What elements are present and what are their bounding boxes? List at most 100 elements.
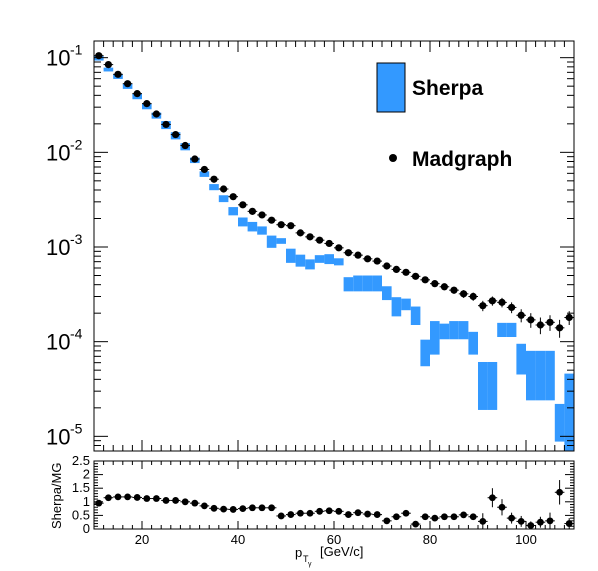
ratio-point bbox=[468, 513, 478, 521]
madgraph-point bbox=[218, 185, 229, 193]
sherpa-band-bin bbox=[276, 238, 286, 244]
sherpa-band-bin bbox=[324, 254, 334, 265]
ratio-point bbox=[545, 512, 555, 529]
ratio-y-tick-label: 1 bbox=[83, 494, 90, 509]
madgraph-point bbox=[209, 175, 219, 183]
sherpa-band-bin bbox=[382, 286, 392, 301]
main-y-tick-label-exponent: -1 bbox=[70, 42, 83, 58]
ratio-y-tick-label: 2 bbox=[83, 467, 90, 482]
main-x-ticks bbox=[93, 41, 575, 451]
ratio-x-ticks: 20 40 60 80 100 bbox=[93, 461, 575, 547]
madgraph-point bbox=[372, 257, 382, 265]
sherpa-band-bin bbox=[526, 350, 536, 401]
sherpa-band-bin bbox=[343, 277, 354, 292]
madgraph-point bbox=[382, 262, 392, 270]
sherpa-band-bin bbox=[468, 331, 478, 355]
ratio-point bbox=[334, 507, 344, 515]
madgraph-point bbox=[238, 201, 248, 209]
ratio-point bbox=[343, 511, 354, 518]
madgraph-point bbox=[343, 249, 354, 257]
ratio-y-tick-label: 0.5 bbox=[72, 507, 90, 522]
main-y-tick-label-exponent: -4 bbox=[70, 326, 83, 342]
ratio-point bbox=[506, 512, 517, 524]
sherpa-band-bin bbox=[430, 321, 440, 355]
ratio-point bbox=[305, 509, 315, 517]
madgraph-point bbox=[257, 211, 267, 219]
madgraph-point bbox=[199, 165, 210, 174]
ratio-point bbox=[142, 495, 152, 502]
ratio-point bbox=[295, 509, 306, 517]
ratio-panel: 20 40 60 80 100 00.511.522.5 Sherpa/MG p T γ… bbox=[49, 453, 575, 568]
sherpa-band-bin bbox=[209, 184, 219, 191]
legend-swatch-sherpa bbox=[376, 62, 406, 113]
sherpa-band-bin bbox=[247, 221, 258, 232]
sherpa-band-bin bbox=[286, 248, 296, 263]
ratio-point bbox=[391, 513, 402, 521]
sherpa-band-bin bbox=[497, 322, 507, 338]
ratio-x-tick-label: 80 bbox=[423, 532, 437, 547]
x-axis-label-main: p bbox=[295, 545, 302, 560]
ratio-point bbox=[170, 497, 181, 504]
sherpa-band-bin bbox=[516, 343, 526, 375]
ratio-point bbox=[430, 514, 440, 522]
ratio-point bbox=[401, 509, 411, 517]
sherpa-band-bin bbox=[449, 321, 459, 340]
sherpa-band-bin bbox=[334, 258, 344, 266]
sherpa-band-bin bbox=[420, 339, 430, 367]
x-axis-label-sub-gamma: γ bbox=[308, 561, 312, 568]
madgraph-point bbox=[286, 222, 296, 230]
sherpa-band-bin bbox=[257, 226, 267, 235]
ratio-point bbox=[353, 509, 363, 517]
sherpa-band-bin bbox=[545, 350, 555, 401]
sherpa-band-bin bbox=[238, 217, 248, 227]
madgraph-point bbox=[420, 276, 430, 284]
ratio-point bbox=[362, 510, 373, 518]
sherpa-band-bin bbox=[410, 306, 421, 325]
sherpa-band-bin bbox=[478, 361, 488, 410]
sherpa-band-bin bbox=[487, 361, 498, 410]
ratio-point bbox=[161, 497, 171, 504]
madgraph-point bbox=[161, 120, 171, 129]
madgraph-point bbox=[295, 229, 306, 237]
ratio-point bbox=[190, 499, 200, 507]
sherpa-band-bin bbox=[439, 323, 450, 340]
madgraph-point bbox=[401, 268, 411, 276]
madgraph-point bbox=[410, 272, 421, 280]
sherpa-band-bin bbox=[506, 322, 517, 338]
ratio-point bbox=[382, 517, 392, 525]
madgraph-point bbox=[190, 155, 200, 163]
ratio-point bbox=[487, 488, 498, 508]
ratio-point bbox=[286, 511, 296, 518]
madgraph-point bbox=[506, 302, 517, 314]
ratio-x-tick-label: 100 bbox=[515, 532, 537, 547]
legend-label-madgraph: Madgraph bbox=[412, 148, 512, 171]
main-y-tick-label-base: 10 bbox=[46, 424, 70, 449]
main-y-tick-label-exponent: -5 bbox=[70, 420, 83, 436]
ratio-point bbox=[410, 520, 421, 528]
madgraph-point bbox=[122, 80, 133, 88]
ratio-y-axis-label: Sherpa/MG bbox=[49, 463, 64, 529]
main-panel: 10-110-210-310-410-5 Sherpa Madgraph bbox=[46, 40, 575, 452]
ratio-y-ticks: 00.511.522.5 bbox=[72, 453, 574, 536]
madgraph-point bbox=[142, 100, 152, 108]
madgraph-point bbox=[497, 297, 507, 308]
madgraph-point bbox=[516, 309, 526, 323]
madgraph-point bbox=[362, 255, 373, 263]
ratio-y-tick-label: 0 bbox=[83, 521, 90, 536]
madgraph-point bbox=[478, 300, 488, 312]
madgraph-point bbox=[391, 265, 402, 273]
sherpa-band-bin bbox=[218, 195, 229, 203]
madgraph-point bbox=[266, 216, 277, 224]
ratio-point bbox=[420, 513, 430, 521]
ratio-point bbox=[266, 504, 277, 512]
sherpa-band-bin bbox=[458, 321, 469, 340]
ratio-point bbox=[228, 506, 238, 513]
ratio-point bbox=[199, 502, 210, 510]
ratio-point bbox=[535, 516, 546, 528]
ratio-points-series bbox=[94, 480, 574, 529]
sherpa-band-bin bbox=[305, 259, 315, 270]
ratio-point bbox=[132, 494, 142, 501]
madgraph-point bbox=[151, 110, 162, 118]
madgraph-point bbox=[113, 70, 123, 78]
